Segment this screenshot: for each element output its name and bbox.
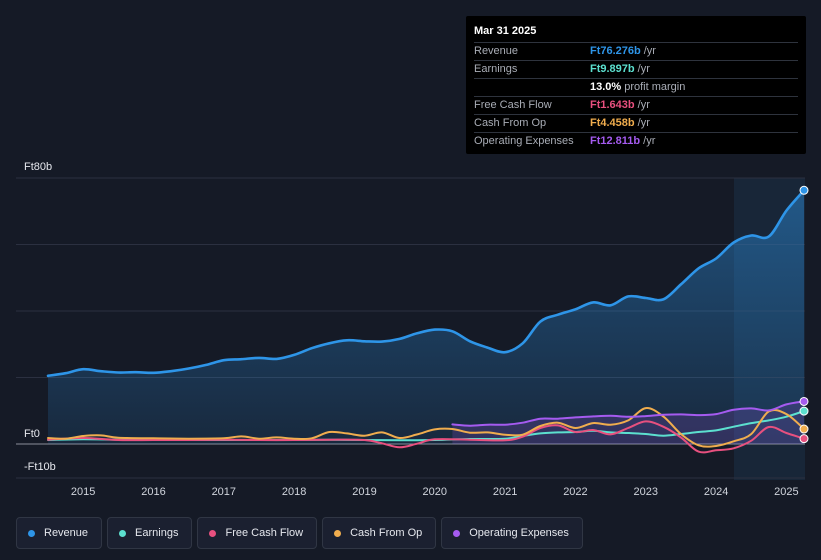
revenue-area xyxy=(48,190,804,444)
y-label-zero: Ft0 xyxy=(24,428,40,440)
free-cash-flow-endpoint xyxy=(799,434,809,444)
legend-label: Cash From Op xyxy=(350,527,423,539)
tooltip-unit: /yr xyxy=(637,117,650,129)
tooltip-value: Ft4.458b xyxy=(590,117,635,129)
series-areas xyxy=(48,190,804,444)
legend-item-operating-expenses[interactable]: Operating Expenses xyxy=(441,517,583,549)
line-chart: Ft80b Ft0 -Ft10b 2015 2016 2017 2018 2019 202… xyxy=(16,161,809,498)
tooltip-unit: /yr xyxy=(643,45,656,57)
tooltip-label xyxy=(474,79,590,96)
legend-dot-icon xyxy=(334,529,342,537)
revenue-endpoint xyxy=(799,185,809,195)
tooltip-row-profit-margin: 13.0% profit margin xyxy=(474,79,798,97)
tooltip-row-operating-expenses: Operating Expenses Ft12.811b /yr xyxy=(474,133,798,150)
tooltip-row-cash-from-op: Cash From Op Ft4.458b /yr xyxy=(474,115,798,133)
tooltip-value: Ft1.643b xyxy=(590,99,635,111)
tooltip-row-free-cash-flow: Free Cash Flow Ft1.643b /yr xyxy=(474,97,798,115)
operating-expenses-endpoint xyxy=(799,396,809,406)
tooltip-value: Ft76.276b xyxy=(590,45,641,57)
tooltip-unit: profit margin xyxy=(624,81,686,93)
y-label-bottom: -Ft10b xyxy=(24,461,56,473)
legend-dot-icon xyxy=(453,529,461,537)
x-tick-label: 2022 xyxy=(563,486,587,498)
tooltip-label: Operating Expenses xyxy=(474,135,574,147)
chart-area: Ft80b Ft0 -Ft10b 2015 2016 2017 2018 2019 202… xyxy=(16,161,809,498)
x-tick-label: 2023 xyxy=(634,486,658,498)
legend-item-revenue[interactable]: Revenue xyxy=(16,517,103,549)
x-tick-label: 2019 xyxy=(352,486,376,498)
tooltip: Mar 31 2025 Revenue Ft76.276b /yr Earnin… xyxy=(466,16,806,154)
series-endpoints xyxy=(799,185,809,444)
tooltip-unit: /yr xyxy=(637,99,650,111)
tooltip-label: Earnings xyxy=(474,63,518,75)
tooltip-row-revenue: Revenue Ft76.276b /yr xyxy=(474,43,798,61)
tooltip-unit: /yr xyxy=(643,135,656,147)
legend-label: Operating Expenses xyxy=(469,527,569,539)
cash-from-op-line xyxy=(47,407,805,448)
legend-dot-icon xyxy=(119,529,127,537)
series-lines xyxy=(46,189,806,454)
free-cash-flow-line xyxy=(47,420,805,454)
x-axis-ticks: 2015 2016 2017 2018 2019 2020 2021 2022 2023 2024… xyxy=(71,486,799,498)
legend: Revenue Earnings Free Cash Flow Cash Fro… xyxy=(16,517,583,549)
x-tick-label: 2024 xyxy=(704,486,728,498)
operating-expenses-line xyxy=(451,400,805,427)
earnings-endpoint xyxy=(799,406,809,416)
tooltip-label: Revenue xyxy=(474,45,519,57)
tooltip-value: Ft9.897b xyxy=(590,63,635,75)
x-tick-label: 2020 xyxy=(423,486,447,498)
legend-item-free-cash-flow[interactable]: Free Cash Flow xyxy=(197,517,318,549)
legend-label: Earnings xyxy=(135,527,179,539)
x-tick-label: 2018 xyxy=(282,486,306,498)
x-tick-label: 2016 xyxy=(141,486,165,498)
legend-item-earnings[interactable]: Earnings xyxy=(107,517,193,549)
x-tick-label: 2015 xyxy=(71,486,95,498)
revenue-line xyxy=(46,189,806,378)
x-tick-label: 2017 xyxy=(212,486,236,498)
legend-dot-icon xyxy=(209,529,217,537)
x-tick-label: 2025 xyxy=(774,486,798,498)
tooltip-value: Ft12.811b xyxy=(590,135,641,147)
legend-dot-icon xyxy=(28,529,35,537)
cash-from-op-endpoint xyxy=(799,424,809,434)
y-label-top: Ft80b xyxy=(24,161,52,173)
legend-item-cash-from-op[interactable]: Cash From Op xyxy=(322,517,437,549)
tooltip-label: Free Cash Flow xyxy=(474,99,552,111)
tooltip-label: Cash From Op xyxy=(474,117,547,129)
legend-label: Free Cash Flow xyxy=(225,527,304,539)
tooltip-row-earnings: Earnings Ft9.897b /yr xyxy=(474,61,798,79)
tooltip-value: 13.0% xyxy=(590,81,622,93)
tooltip-unit: /yr xyxy=(637,63,650,75)
legend-label: Revenue xyxy=(44,527,89,539)
tooltip-date: Mar 31 2025 xyxy=(474,24,798,43)
x-tick-label: 2021 xyxy=(493,486,517,498)
